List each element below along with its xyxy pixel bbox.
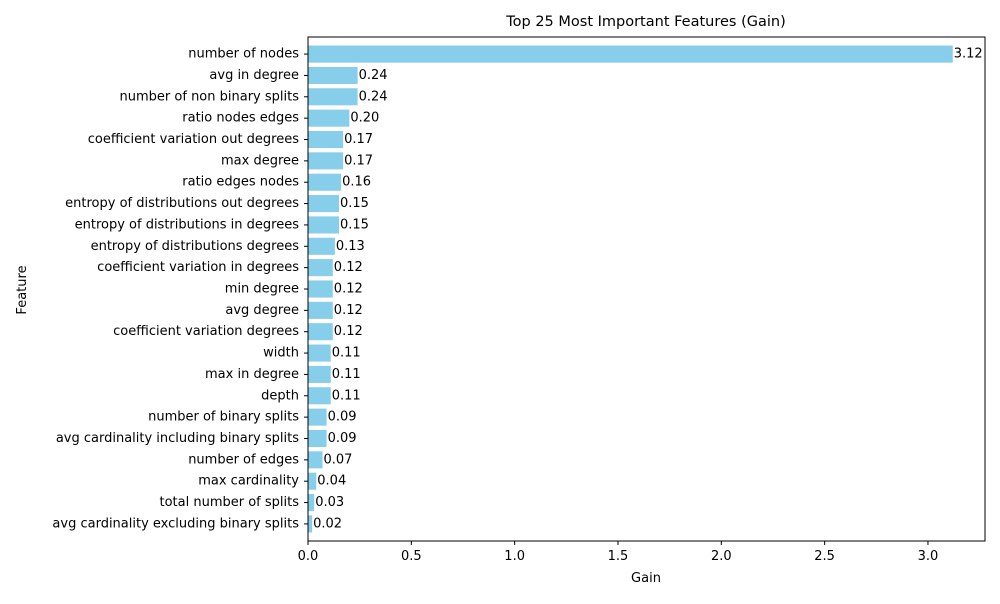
bar-value-label: 0.15: [340, 196, 369, 211]
y-tick-label: max in degree: [205, 367, 299, 382]
bar: [308, 344, 331, 362]
bar-value-label: 0.17: [344, 153, 373, 168]
bar-value-label: 0.09: [328, 431, 357, 446]
y-tick-label: number of nodes: [188, 47, 299, 62]
bar-value-label: 0.11: [332, 367, 361, 382]
y-tick-label: depth: [261, 388, 299, 403]
chart-title: Top 25 Most Important Features (Gain): [505, 14, 785, 30]
bar: [308, 173, 342, 191]
bar: [308, 301, 333, 319]
y-tick-label: max degree: [221, 153, 299, 168]
plot-frame: [307, 36, 986, 542]
y-tick-label: entropy of distributions out degrees: [65, 196, 299, 211]
y-tick-labels: number of nodes avg in degree number of no…: [52, 47, 308, 531]
bar: [308, 152, 344, 170]
bar-value-label: 0.20: [350, 111, 379, 126]
bar: [308, 429, 327, 448]
bar: [308, 45, 953, 63]
value-labels: 3.12 0.24 0.24 0.20 0.17 0.17 0.16 0.15 0.15 0.13…: [313, 47, 983, 532]
bar-value-label: 0.07: [323, 452, 352, 467]
bar-value-label: 0.11: [332, 346, 361, 361]
bars-group: [308, 45, 953, 533]
bar-value-label: 0.12: [334, 260, 363, 275]
y-tick-label: avg cardinality including binary splits: [56, 431, 299, 446]
bar: [308, 472, 317, 490]
bar-value-label: 3.12: [954, 47, 983, 62]
bar-value-label: 0.11: [332, 388, 361, 403]
y-tick-label: coefficient variation degrees: [113, 324, 299, 339]
bar-value-label: 0.15: [340, 217, 369, 232]
bar: [308, 280, 333, 298]
bar: [308, 109, 350, 127]
x-tick-label: 2.0: [711, 549, 732, 564]
y-tick-label: number of edges: [188, 452, 299, 467]
bar-value-label: 0.04: [317, 474, 346, 489]
bar: [308, 237, 335, 255]
x-tick-label: 1.5: [608, 549, 629, 564]
bar-value-label: 0.24: [359, 89, 388, 104]
bar: [308, 130, 344, 149]
y-tick-label: coefficient variation in degrees: [97, 260, 299, 275]
y-tick-label: ratio edges nodes: [182, 175, 299, 190]
x-axis-label: Gain: [631, 571, 661, 586]
y-tick-label: width: [263, 346, 299, 361]
y-tick-label: number of binary splits: [148, 410, 299, 425]
y-tick-label: coefficient variation out degrees: [88, 132, 299, 147]
y-tick-label: avg degree: [225, 303, 299, 318]
y-tick-label: total number of splits: [159, 495, 299, 510]
y-tick-label: ratio nodes edges: [182, 111, 299, 126]
y-tick-label: min degree: [225, 282, 299, 297]
bar: [308, 323, 333, 341]
bar: [308, 494, 315, 512]
bar-value-label: 0.12: [334, 324, 363, 339]
y-tick-label: avg in degree: [209, 68, 299, 83]
bar: [308, 365, 331, 383]
bar-value-label: 0.12: [334, 303, 363, 318]
bar: [308, 259, 333, 277]
y-tick-label: number of non binary splits: [120, 89, 300, 104]
x-tick-label: 0.5: [401, 549, 422, 564]
bar-value-label: 0.02: [313, 516, 342, 531]
x-ticks: 0.0 0.5 1.0 1.5 2.0 2.5 3.0: [298, 541, 939, 564]
bar: [308, 216, 339, 234]
bar-value-label: 0.12: [334, 282, 363, 297]
bar-value-label: 0.16: [342, 175, 371, 190]
y-tick-label: entropy of distributions in degrees: [75, 217, 300, 232]
x-tick-label: 3.0: [918, 549, 939, 564]
bar: [308, 515, 313, 533]
y-tick-label: max cardinality: [198, 474, 299, 489]
x-tick-label: 2.5: [814, 549, 835, 564]
bar-value-label: 0.09: [328, 410, 357, 425]
bar-value-label: 0.03: [315, 495, 344, 510]
y-tick-label: entropy of distributions degrees: [91, 239, 300, 254]
bar: [308, 88, 358, 106]
bar: [308, 451, 323, 469]
x-tick-label: 1.0: [504, 549, 525, 564]
bar: [308, 387, 331, 405]
y-axis-label: Feature: [15, 265, 30, 314]
bar-value-label: 0.13: [336, 239, 365, 254]
bar: [308, 408, 327, 426]
bar-value-label: 0.24: [359, 68, 388, 83]
bar: [308, 66, 358, 84]
x-tick-label: 0.0: [298, 549, 319, 564]
bar: [308, 195, 339, 213]
y-tick-label: avg cardinality excluding binary splits: [52, 516, 299, 531]
bar-value-label: 0.17: [344, 132, 373, 147]
